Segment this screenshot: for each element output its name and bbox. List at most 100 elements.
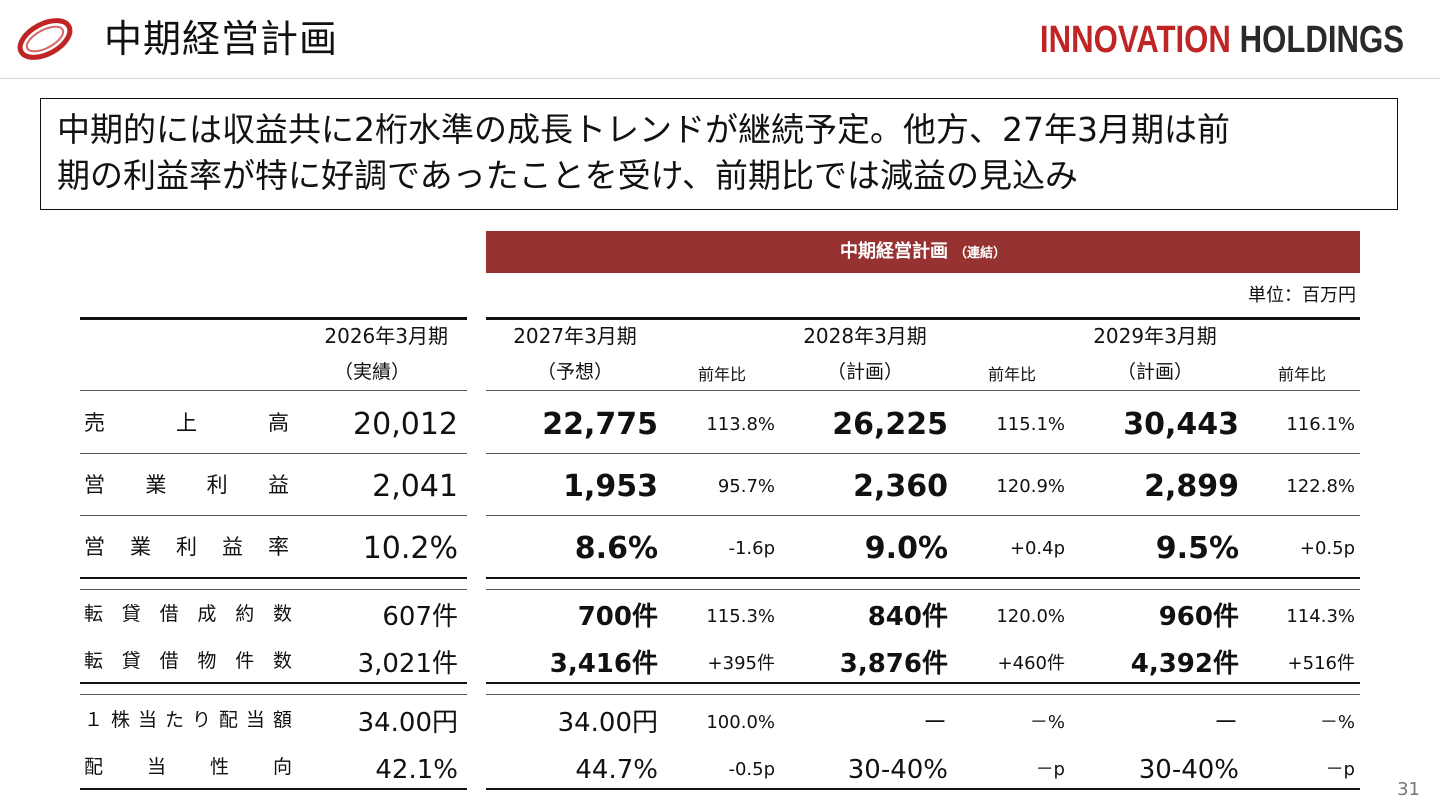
value-fy2027: 1,953 xyxy=(563,469,658,504)
row-label-char: 益 xyxy=(222,535,243,559)
table-top-rule-right xyxy=(486,317,1360,320)
ratio-fy2029: －% xyxy=(1319,712,1355,733)
brand-name-dark: HOLDINGS xyxy=(1239,19,1404,61)
value-fy2026: 3,021件 xyxy=(357,649,458,679)
value-fy2028: 3,876件 xyxy=(839,649,948,679)
value-fy2028: 30-40% xyxy=(847,755,948,785)
value-fy2028: 840件 xyxy=(867,602,948,632)
row-label-char: 貸 xyxy=(121,650,141,672)
row-label-char: １ xyxy=(84,709,104,731)
table-bottom-rule-left xyxy=(80,788,467,790)
value-fy2026: 2,041 xyxy=(372,469,458,504)
ratio-fy2028: 115.1% xyxy=(996,414,1065,435)
value-fy2026: 42.1% xyxy=(375,755,458,785)
col-2029-ratio-header: 前年比 xyxy=(1277,365,1326,384)
col-2027-sub: （予想） xyxy=(536,361,613,383)
row-label-char: 成 xyxy=(197,603,217,625)
ratio-fy2027: 100.0% xyxy=(706,712,775,733)
value-fy2027: 34.00円 xyxy=(557,708,658,738)
brand-logo-text: INNOVATION HOLDINGS xyxy=(1040,18,1404,62)
group-rule-right xyxy=(486,694,1360,695)
table-bottom-rule-right xyxy=(486,788,1360,790)
ratio-fy2027: 115.3% xyxy=(706,606,775,627)
slide-header: 中期経営計画 INNOVATION HOLDINGS xyxy=(0,0,1440,79)
ratio-fy2029: 116.1% xyxy=(1286,414,1355,435)
row-rule-left xyxy=(80,453,467,454)
group-rule-left xyxy=(80,682,467,684)
row-label-char: 売 xyxy=(84,411,105,435)
header-bottom-rule-right xyxy=(486,390,1360,391)
row-label-char: 額 xyxy=(272,709,292,731)
col-2029-sub: （計画） xyxy=(1116,361,1193,383)
row-label-char: 利 xyxy=(176,535,197,559)
headline-line-1: 中期的には収益共に2桁水準の成長トレンドが継続予定。他方、27年3月期は前 xyxy=(57,110,1230,149)
group-rule-left xyxy=(80,577,467,579)
headline-box: 中期的には収益共に2桁水準の成長トレンドが継続予定。他方、27年3月期は前 期の… xyxy=(40,98,1398,210)
row-label-char: 業 xyxy=(130,535,151,559)
row-rule-left xyxy=(80,515,467,516)
col-2026-sub: （実績） xyxy=(333,361,410,383)
brand-name-red: INNOVATION xyxy=(1039,19,1231,61)
row-label: 営業利益 xyxy=(84,470,289,500)
page-number: 31 xyxy=(1397,779,1420,800)
row-label-char: 貸 xyxy=(121,603,141,625)
red-swoosh-ring-logo xyxy=(17,18,73,60)
value-fy2029: 960件 xyxy=(1158,602,1239,632)
ratio-fy2029: +516件 xyxy=(1287,653,1355,674)
row-label-char: 率 xyxy=(268,535,289,559)
value-fy2026: 607件 xyxy=(382,602,458,632)
row-label-char: 業 xyxy=(145,473,167,497)
ratio-fy2029: －p xyxy=(1325,759,1355,780)
row-label-char: 当 xyxy=(146,756,166,778)
row-label-char: 転 xyxy=(84,603,104,625)
row-label-char: 借 xyxy=(159,650,179,672)
headline-line-2: 期の利益率が特に好調であったことを受け、前期比では減益の見込み xyxy=(57,156,1079,195)
row-label-char: 当 xyxy=(137,709,157,731)
row-label: 営業利益率 xyxy=(84,532,289,562)
row-label-char: 約 xyxy=(235,603,255,625)
value-fy2029: 4,392件 xyxy=(1130,649,1239,679)
row-label-char: 高 xyxy=(268,411,289,435)
col-2028-year: 2028年3月期 xyxy=(803,324,927,348)
plan-band-title: 中期経営計画 xyxy=(839,241,948,262)
plan-band-subtitle: （連結） xyxy=(953,246,1006,261)
col-2028-ratio-header: 前年比 xyxy=(987,365,1036,384)
value-fy2029: 30-40% xyxy=(1138,755,1239,785)
value-fy2026: 10.2% xyxy=(362,531,458,566)
value-fy2028: － xyxy=(921,708,948,738)
value-fy2027: 3,416件 xyxy=(549,649,658,679)
row-label-char: 向 xyxy=(272,756,292,778)
ratio-fy2029: 114.3% xyxy=(1286,606,1355,627)
row-label-char: 借 xyxy=(159,603,179,625)
ratio-fy2028: +460件 xyxy=(997,653,1065,674)
value-fy2028: 9.0% xyxy=(864,531,948,566)
plan-band-header: 中期経営計画 （連結） xyxy=(486,231,1360,273)
row-label-char: 物 xyxy=(197,650,217,672)
value-fy2029: 30,443 xyxy=(1123,407,1239,442)
row-label-char: 件 xyxy=(235,650,255,672)
value-fy2028: 26,225 xyxy=(832,407,948,442)
row-label: 転貸借成約数 xyxy=(84,599,292,629)
group-rule-left xyxy=(80,589,467,590)
header-bottom-rule-left xyxy=(80,390,467,391)
row-rule-right xyxy=(486,453,1360,454)
group-rule-right xyxy=(486,577,1360,579)
row-label-char: 株 xyxy=(110,709,130,731)
row-label-char: 当 xyxy=(245,709,265,731)
group-rule-right xyxy=(486,682,1360,684)
col-2028-sub: （計画） xyxy=(826,361,903,383)
value-fy2028: 2,360 xyxy=(853,469,948,504)
ratio-fy2027: -1.6p xyxy=(728,538,775,559)
ratio-fy2027: 113.8% xyxy=(706,414,775,435)
ratio-fy2027: +395件 xyxy=(707,653,775,674)
value-fy2029: 9.5% xyxy=(1155,531,1239,566)
row-label-char: 営 xyxy=(84,473,105,497)
row-label-char: た xyxy=(164,709,184,731)
ratio-fy2028: +0.4p xyxy=(1009,538,1065,559)
page-title: 中期経営計画 xyxy=(104,17,339,61)
value-fy2029: 2,899 xyxy=(1144,469,1239,504)
row-label-char: 配 xyxy=(84,756,104,778)
row-label-char: 営 xyxy=(84,535,105,559)
row-label: 売上高 xyxy=(84,408,289,438)
ratio-fy2028: －p xyxy=(1035,759,1065,780)
